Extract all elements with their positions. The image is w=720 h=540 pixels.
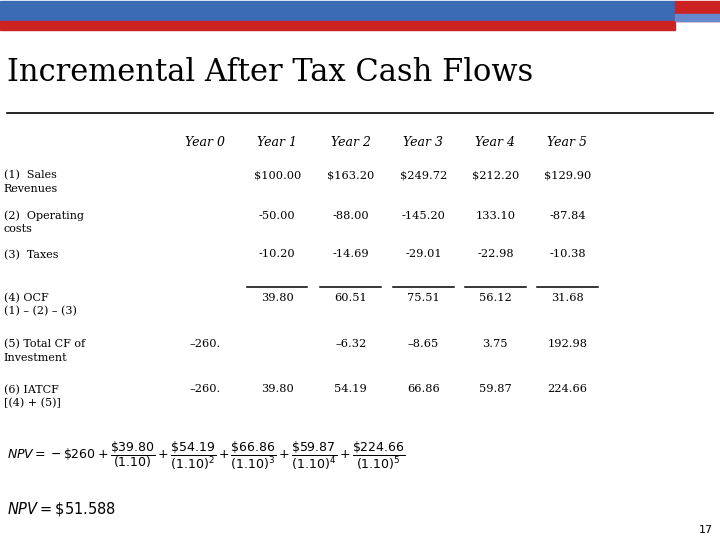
Text: $212.20: $212.20: [472, 170, 519, 180]
Text: –260.: –260.: [189, 384, 221, 395]
Text: 17: 17: [698, 524, 713, 535]
Text: –8.65: –8.65: [408, 339, 439, 349]
Text: Year 1: Year 1: [257, 136, 297, 149]
Text: Incremental After Tax Cash Flows: Incremental After Tax Cash Flows: [7, 57, 534, 87]
Text: (5) Total CF of
Investment: (5) Total CF of Investment: [4, 339, 85, 363]
Text: Year 3: Year 3: [403, 136, 444, 149]
Text: 39.80: 39.80: [261, 384, 294, 395]
Text: -88.00: -88.00: [333, 211, 369, 221]
Text: -50.00: -50.00: [259, 211, 295, 221]
Text: 133.10: 133.10: [475, 211, 516, 221]
Text: 192.98: 192.98: [547, 339, 588, 349]
Text: 224.66: 224.66: [547, 384, 588, 395]
Text: $249.72: $249.72: [400, 170, 447, 180]
Text: –260.: –260.: [189, 339, 221, 349]
Text: 60.51: 60.51: [334, 293, 367, 303]
Text: -87.84: -87.84: [549, 211, 585, 221]
Text: 75.51: 75.51: [407, 293, 440, 303]
Text: Year 0: Year 0: [185, 136, 225, 149]
Text: 54.19: 54.19: [334, 384, 367, 395]
Text: 3.75: 3.75: [482, 339, 508, 349]
Text: (4) OCF
(1) – (2) – (3): (4) OCF (1) – (2) – (3): [4, 293, 76, 316]
Text: 66.86: 66.86: [407, 384, 440, 395]
Text: $163.20: $163.20: [327, 170, 374, 180]
Text: 56.12: 56.12: [479, 293, 512, 303]
Text: 31.68: 31.68: [551, 293, 584, 303]
Text: -14.69: -14.69: [333, 249, 369, 260]
Text: -29.01: -29.01: [405, 249, 441, 260]
Text: –6.32: –6.32: [335, 339, 366, 349]
Text: (2)  Operating
costs: (2) Operating costs: [4, 211, 84, 234]
Text: (1)  Sales
Revenues: (1) Sales Revenues: [4, 170, 58, 194]
Text: 39.80: 39.80: [261, 293, 294, 303]
Text: -145.20: -145.20: [402, 211, 445, 221]
Text: Year 4: Year 4: [475, 136, 516, 149]
Text: -22.98: -22.98: [477, 249, 513, 260]
Text: $NPV = \$51.588$: $NPV = \$51.588$: [7, 500, 117, 517]
Text: $129.90: $129.90: [544, 170, 591, 180]
Text: Year 5: Year 5: [547, 136, 588, 149]
Text: 59.87: 59.87: [479, 384, 512, 395]
Text: $100.00: $100.00: [253, 170, 301, 180]
Text: (3)  Taxes: (3) Taxes: [4, 249, 58, 260]
Text: -10.20: -10.20: [259, 249, 295, 260]
Text: $NPV = -\$260 + \dfrac{\$39.80}{(1.10)} + \dfrac{\$54.19}{(1.10)^{2}} + \dfrac{\: $NPV = -\$260 + \dfrac{\$39.80}{(1.10)} …: [7, 440, 405, 472]
Text: -10.38: -10.38: [549, 249, 585, 260]
Text: (6) IATCF
[(4) + (5)]: (6) IATCF [(4) + (5)]: [4, 384, 60, 408]
Text: Year 2: Year 2: [330, 136, 371, 149]
